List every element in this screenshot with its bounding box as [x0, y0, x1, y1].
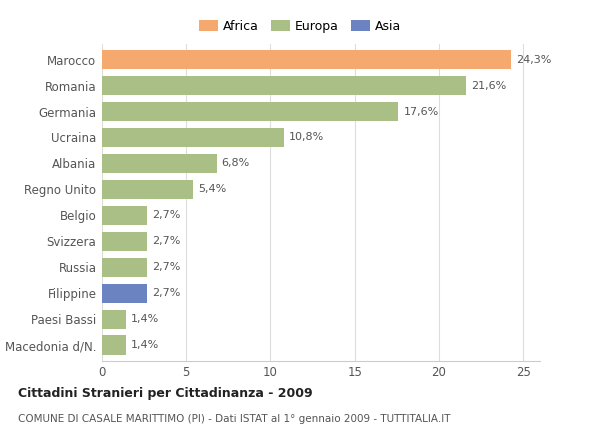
Text: 2,7%: 2,7% — [152, 288, 181, 298]
Legend: Africa, Europa, Asia: Africa, Europa, Asia — [194, 15, 406, 38]
Bar — [102, 76, 466, 95]
Bar — [102, 205, 148, 225]
Text: 17,6%: 17,6% — [404, 106, 439, 117]
Bar — [102, 128, 284, 147]
Text: 1,4%: 1,4% — [131, 340, 159, 350]
Bar — [102, 231, 148, 251]
Text: 2,7%: 2,7% — [152, 210, 181, 220]
Bar — [102, 335, 125, 355]
Bar — [102, 283, 148, 303]
Text: Cittadini Stranieri per Cittadinanza - 2009: Cittadini Stranieri per Cittadinanza - 2… — [18, 387, 313, 400]
Text: 2,7%: 2,7% — [152, 236, 181, 246]
Bar — [102, 309, 125, 329]
Bar — [102, 50, 511, 70]
Text: 6,8%: 6,8% — [221, 158, 250, 169]
Text: 24,3%: 24,3% — [517, 55, 552, 65]
Text: 5,4%: 5,4% — [198, 184, 226, 194]
Bar — [102, 154, 217, 173]
Text: 1,4%: 1,4% — [131, 314, 159, 324]
Text: COMUNE DI CASALE MARITTIMO (PI) - Dati ISTAT al 1° gennaio 2009 - TUTTITALIA.IT: COMUNE DI CASALE MARITTIMO (PI) - Dati I… — [18, 414, 451, 424]
Text: 21,6%: 21,6% — [471, 81, 506, 91]
Bar — [102, 257, 148, 277]
Text: 10,8%: 10,8% — [289, 132, 324, 143]
Bar — [102, 180, 193, 199]
Text: 2,7%: 2,7% — [152, 262, 181, 272]
Bar — [102, 102, 398, 121]
